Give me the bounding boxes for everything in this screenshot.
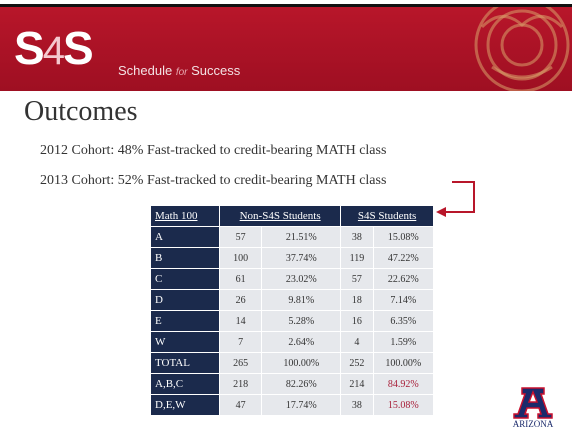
row-label: W [151,332,220,353]
row-label: A,B,C [151,374,220,395]
header-cell: Non-S4S Students [220,206,341,227]
table-cell: 23.02% [262,269,341,290]
table-cell: 57 [220,227,262,248]
table-cell: 84.92% [373,374,433,395]
row-label: C [151,269,220,290]
table-cell: 22.62% [373,269,433,290]
row-label: D [151,290,220,311]
table-cell: 218 [220,374,262,395]
table-cell: 18 [341,290,373,311]
slide: S4S Schedule for Success Outcomes 2012 C… [0,0,572,432]
tagline-part: Schedule [118,63,172,78]
logo-part: S [63,22,92,74]
arizona-logo: ARIZONA [508,384,558,430]
table-cell: 4 [341,332,373,353]
logo-part: 4 [43,29,63,73]
table-cell: 38 [341,395,373,416]
table-cell: 7 [220,332,262,353]
table-cell: 14 [220,311,262,332]
tagline-part: Success [191,63,240,78]
logo-part: S [14,22,43,74]
table-cell: 119 [341,248,373,269]
table-cell: 16 [341,311,373,332]
table-cell: 47.22% [373,248,433,269]
table-cell: 100 [220,248,262,269]
row-label: D,E,W [151,395,220,416]
table-cell: 6.35% [373,311,433,332]
table-cell: 37.74% [262,248,341,269]
banner: S4S Schedule for Success [0,4,572,91]
table-cell: 17.74% [262,395,341,416]
seal [432,7,572,91]
row-label: B [151,248,220,269]
logo: S4S [14,21,92,75]
table-cell: 5.28% [262,311,341,332]
table-cell: 265 [220,353,262,374]
tagline-part: for [176,67,188,78]
row-label: TOTAL [151,353,220,374]
table-cell: 26 [220,290,262,311]
table-cell: 38 [341,227,373,248]
header-cell: S4S Students [341,206,434,227]
table-cell: 15.08% [373,395,433,416]
row-label: E [151,311,220,332]
table-cell: 2.64% [262,332,341,353]
header-cell: Math 100 [151,206,220,227]
text-line: 2013 Cohort: 52% Fast-tracked to credit-… [40,173,386,189]
table-cell: 9.81% [262,290,341,311]
text-line: 2012 Cohort: 48% Fast-tracked to credit-… [40,143,386,159]
logo-text: ARIZONA [513,419,554,429]
table-cell: 82.26% [262,374,341,395]
table-cell: 252 [341,353,373,374]
tagline: Schedule for Success [118,63,240,78]
row-label: A [151,227,220,248]
table-cell: 61 [220,269,262,290]
table-cell: 214 [341,374,373,395]
table-cell: 7.14% [373,290,433,311]
table-cell: 15.08% [373,227,433,248]
table-cell: 21.51% [262,227,341,248]
table-cell: 47 [220,395,262,416]
table-cell: 1.59% [373,332,433,353]
table-cell: 57 [341,269,373,290]
table-cell: 100.00% [373,353,433,374]
table-cell: 100.00% [262,353,341,374]
title: Outcomes [24,96,138,128]
